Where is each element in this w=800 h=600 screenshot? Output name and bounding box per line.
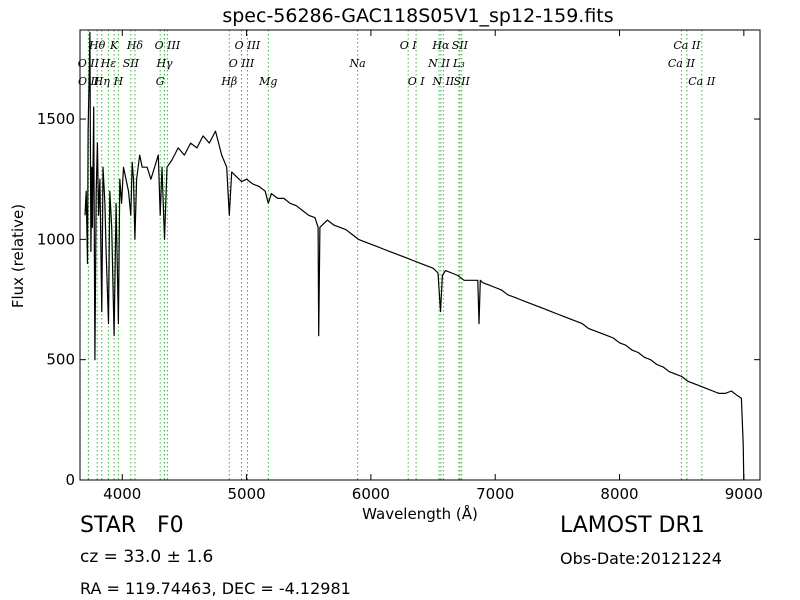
redshift-value: cz = 33.0 ± 1.6 (80, 547, 214, 567)
marker-label: O III (229, 57, 255, 70)
marker-label: Ca II (673, 39, 701, 52)
spectrum-line (84, 31, 745, 481)
marker-label: Mg (258, 75, 277, 88)
emission-line-markers (87, 30, 703, 480)
object-class: STAR F0 (80, 513, 184, 538)
observation-date: Obs-Date:20121224 (560, 549, 722, 568)
marker-label: O I (408, 75, 426, 88)
marker-label: Hα (431, 39, 450, 52)
marker-label: Hη (93, 75, 111, 88)
marker-label: O II (78, 57, 100, 70)
marker-label: L₃ (452, 57, 465, 70)
marker-label: SII (123, 57, 140, 70)
marker-label: H (113, 75, 124, 88)
marker-label: Hγ (155, 57, 173, 70)
axis-ticks: 4000 5000 6000 7000 8000 9000 0 500 1000 1500 (37, 30, 763, 503)
chart-title: spec-56286-GAC118S05V1_sp12-159.fits (222, 5, 614, 27)
x-axis-label: Wavelength (Å) (362, 505, 478, 523)
y-axis-label: Flux (relative) (9, 203, 27, 309)
coordinates: RA = 119.74463, DEC = -4.12981 (80, 579, 351, 598)
marker-label: SII (452, 39, 469, 52)
plot-frame (79, 29, 761, 481)
marker-label: O I (400, 39, 418, 52)
marker-label: N II (431, 75, 454, 88)
survey-name: LAMOST DR1 (560, 513, 705, 538)
marker-label: K (109, 39, 119, 52)
x-tick-label: 6000 (352, 485, 390, 503)
marker-label: N II (427, 57, 450, 70)
x-tick-label: 7000 (476, 485, 514, 503)
marker-label: Hδ (126, 39, 144, 52)
x-tick-label: 5000 (227, 485, 265, 503)
marker-label: Ca II (688, 75, 716, 88)
marker-label: Hε (100, 57, 117, 70)
marker-label: Na (349, 57, 366, 70)
x-tick-label: 8000 (600, 485, 638, 503)
marker-label: SII (454, 75, 471, 88)
x-tick-label: 9000 (725, 485, 763, 503)
marker-label: Hθ (88, 39, 106, 52)
marker-label: Hβ (220, 75, 237, 88)
marker-label: G (156, 75, 165, 88)
y-tick-label: 1500 (37, 110, 75, 128)
marker-label: Ca II (668, 57, 696, 70)
x-tick-label: 4000 (103, 485, 141, 503)
marker-label: O III (235, 39, 261, 52)
y-tick-label: 0 (65, 471, 75, 489)
marker-label: O III (155, 39, 181, 52)
y-tick-label: 500 (46, 351, 75, 369)
y-tick-label: 1000 (37, 230, 75, 248)
